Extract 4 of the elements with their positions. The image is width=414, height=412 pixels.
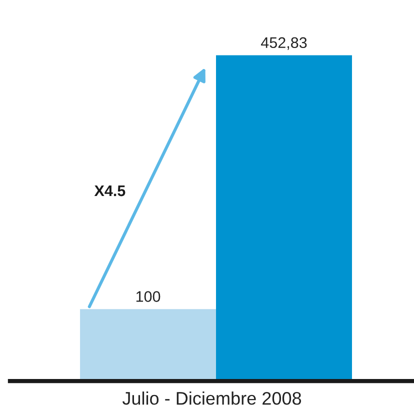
annotation: X4.5 [94, 186, 126, 196]
data-label: 452,83 [260, 37, 307, 50]
data-label: 100 [136, 291, 160, 302]
x-axis-title: Julio - Diciembre 2008 [122, 392, 302, 405]
